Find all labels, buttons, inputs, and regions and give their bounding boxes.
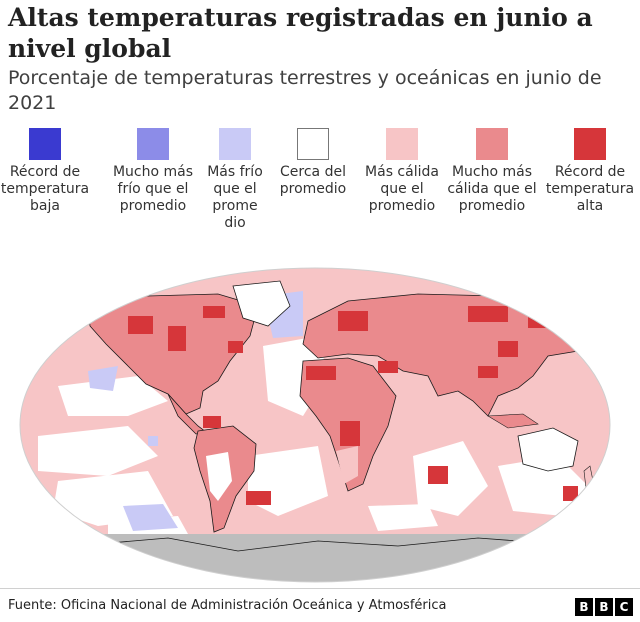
legend-item-warmer: Más cálida que el promedio [352, 128, 452, 215]
cooler-south-pacific [123, 504, 178, 531]
legend-swatch-record-low [29, 128, 61, 160]
legend-label-much-colder: Mucho más frío que el promedio [112, 164, 194, 214]
greenland [232, 280, 291, 327]
legend-item-colder: Más frío que el prome dio [192, 128, 278, 232]
legend-item-near-average: Cerca del promedio [268, 128, 358, 198]
record-high-north-america-west [128, 316, 153, 334]
near-average-southern-east [368, 504, 438, 531]
globe-outline [19, 267, 611, 583]
world-temperature-map [19, 267, 611, 583]
legend-item-record-high: Récord de temperatura alta [540, 128, 640, 215]
record-high-canada [203, 306, 225, 318]
bbc-logo-letter-b1: B [575, 598, 593, 616]
record-high-south-pacific-west [563, 486, 578, 501]
bbc-logo-letter-b2: B [595, 598, 613, 616]
chart-subtitle: Porcentaje de temperaturas terrestres y … [8, 67, 602, 114]
legend-item-much-colder: Mucho más frío que el promedio [108, 128, 198, 215]
legend-label-record-high: Récord de temperatura alta [545, 164, 635, 214]
near-average-east-pacific [38, 426, 158, 476]
record-high-north-africa [306, 366, 336, 380]
record-high-central-africa [340, 421, 360, 446]
bbc-logo: B B C [575, 598, 633, 616]
indonesia [487, 413, 539, 429]
record-high-areas [128, 306, 578, 505]
record-high-east-asia [498, 341, 518, 357]
legend-swatch-warmer [386, 128, 418, 160]
legend-label-near-average: Cerca del promedio [279, 164, 347, 197]
cooler-central-pacific [148, 436, 158, 446]
legend-label-much-warmer: Mucho más cálida que el promedio [447, 164, 537, 214]
legend-label-warmer: Más cálida que el promedio [365, 164, 439, 214]
record-high-indian-ocean [428, 466, 448, 484]
chart-title: Altas temperaturas registradas en junio … [8, 3, 593, 63]
source-note: Fuente: Oficina Nacional de Administraci… [8, 598, 447, 613]
cooler-north-pacific [88, 366, 118, 391]
record-high-middle-east [378, 361, 398, 373]
record-high-russia [468, 306, 508, 322]
legend-label-record-low: Récord de temperatura baja [0, 164, 90, 214]
africa-near-average-south [336, 446, 358, 484]
bbc-logo-letter-c: C [615, 598, 633, 616]
australia [517, 427, 579, 472]
near-average-indian [413, 441, 488, 516]
legend-swatch-near-average [297, 128, 329, 160]
record-high-south-asia [478, 366, 498, 378]
legend-item-record-low: Récord de temperatura baja [0, 128, 90, 215]
south-america-near-average [206, 452, 232, 501]
record-high-caribbean [203, 416, 221, 428]
footer-divider [0, 588, 640, 589]
record-high-north-atlantic [228, 341, 243, 353]
record-high-europe [338, 311, 368, 331]
legend-swatch-much-colder [137, 128, 169, 160]
record-high-south-atlantic [246, 491, 271, 505]
legend-swatch-record-high [574, 128, 606, 160]
near-average-north-pacific [58, 376, 168, 416]
legend-swatch-colder [219, 128, 251, 160]
legend-label-colder: Más frío que el prome dio [207, 164, 263, 231]
legend-swatch-much-warmer [476, 128, 508, 160]
near-average-areas [38, 336, 588, 534]
record-high-north-america-central [168, 326, 186, 351]
legend-item-much-warmer: Mucho más cálida que el promedio [447, 128, 537, 215]
legend: Récord de temperatura baja Mucho más frí… [0, 128, 640, 240]
